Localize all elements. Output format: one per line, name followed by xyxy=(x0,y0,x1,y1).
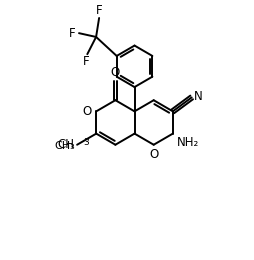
Text: CH₃: CH₃ xyxy=(54,141,75,151)
Text: N: N xyxy=(194,90,202,103)
Text: O: O xyxy=(111,66,120,79)
Text: 3: 3 xyxy=(83,138,89,147)
Text: O: O xyxy=(149,148,158,161)
Text: F: F xyxy=(96,4,102,17)
Text: F: F xyxy=(83,55,89,68)
Text: O: O xyxy=(83,105,92,118)
Text: F: F xyxy=(69,27,75,40)
Text: CH: CH xyxy=(58,138,75,151)
Text: NH₂: NH₂ xyxy=(177,136,199,149)
